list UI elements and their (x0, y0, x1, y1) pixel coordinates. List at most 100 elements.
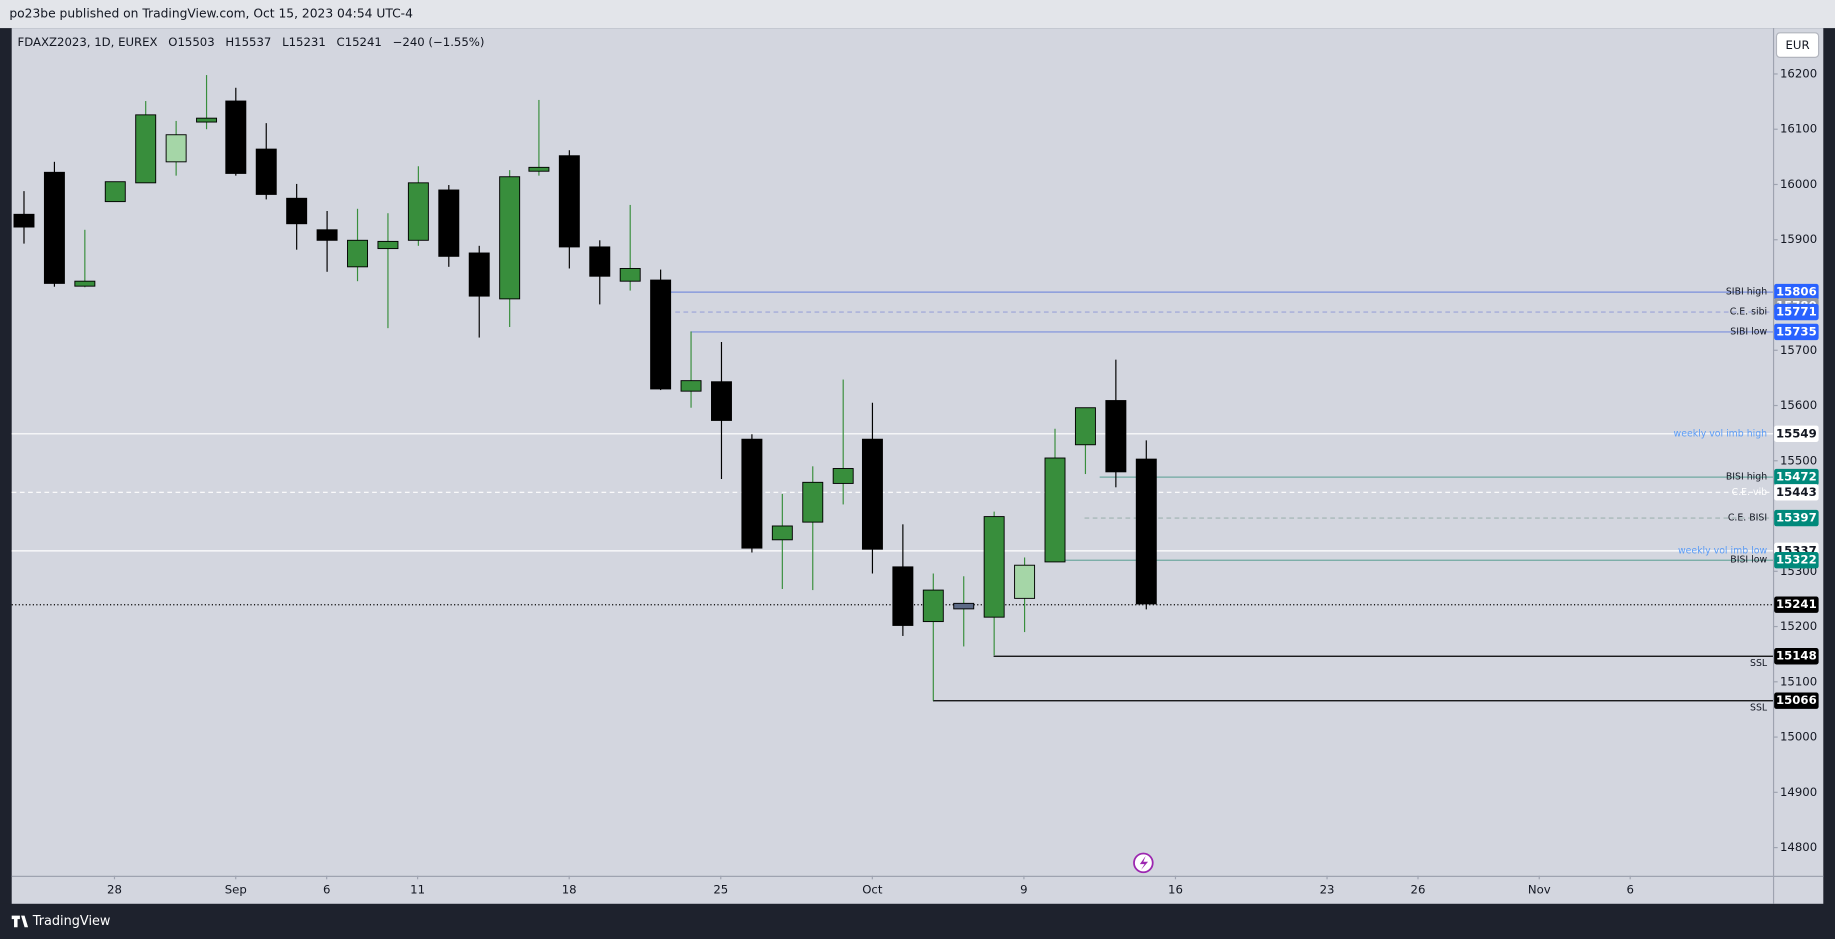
x-tick-label: 18 (562, 882, 577, 896)
candle-body (104, 181, 126, 203)
ohlc-close: C15241 (337, 35, 382, 49)
candle-body (468, 252, 490, 297)
price-tag-label: 15735 (1776, 324, 1817, 338)
candle-body (802, 481, 824, 523)
price-tag-label: 15066 (1776, 693, 1817, 707)
x-tick-label: Oct (862, 882, 883, 896)
candle-body (953, 602, 975, 610)
y-tick-label: 15100 (1780, 674, 1817, 688)
price-tag-label: 15443 (1776, 485, 1817, 499)
candle-body (680, 380, 702, 392)
price-tag-label: 15322 (1776, 553, 1817, 567)
candle-body (1014, 564, 1036, 599)
ohlc-open: O15503 (168, 35, 214, 49)
candle-body (619, 268, 641, 282)
x-tick-label: 11 (410, 882, 425, 896)
ohlc-high: H15537 (225, 35, 271, 49)
candle-body (922, 589, 944, 623)
level-label: C.E. BISI (1728, 513, 1767, 524)
candle-body (741, 438, 763, 549)
price-tag (1774, 648, 1819, 665)
publisher: po23be published on TradingView.com, Oct… (9, 7, 413, 21)
level-label: BISI low (1730, 555, 1767, 566)
candle-body (528, 166, 550, 172)
x-tick-label: Sep (225, 882, 247, 896)
price-tag (1774, 692, 1819, 709)
y-tick-label: 15200 (1780, 619, 1817, 633)
candle-body (1135, 458, 1157, 605)
candle-body (1105, 400, 1127, 473)
candle-body (347, 239, 368, 268)
x-tick-label: 6 (1626, 882, 1633, 896)
candle-body (407, 182, 429, 241)
currency[interactable]: EUR (1786, 38, 1810, 52)
candle-body (832, 468, 854, 484)
level-label: SIBI low (1730, 326, 1767, 337)
price-tag (1774, 425, 1819, 442)
level-label: SSL (1750, 702, 1768, 713)
price-tag-label: 15241 (1776, 597, 1817, 611)
candle-body (286, 197, 308, 225)
price-tag (1774, 509, 1819, 527)
x-tick-label: 9 (1020, 882, 1027, 896)
level-label: C.E. vib (1732, 487, 1768, 498)
x-tick-label: 16 (1168, 882, 1183, 896)
candle-body (43, 171, 65, 284)
price-tag (1774, 303, 1819, 321)
ohlc-low: L15231 (282, 35, 326, 49)
price-tag-label: 15549 (1776, 426, 1817, 440)
level-label: BISI high (1726, 472, 1767, 483)
level-label: C.E. sibi (1730, 307, 1767, 318)
change: −240 (−1.55%) (393, 35, 485, 49)
candle-body (165, 134, 187, 163)
price-tag (1774, 596, 1819, 613)
candle-body (225, 100, 247, 174)
price-tag-label: 15771 (1776, 305, 1817, 319)
candle-body (255, 148, 277, 195)
y-tick-label: 15000 (1780, 730, 1817, 744)
price-tag-label: 15472 (1776, 470, 1817, 484)
price-tag (1774, 468, 1819, 486)
candle-body (711, 381, 732, 421)
candle-body (196, 117, 218, 123)
x-tick-label: 25 (713, 882, 728, 896)
candle-body (589, 246, 611, 277)
candle-body (650, 279, 672, 390)
price-tag (1774, 552, 1819, 569)
candle-body (74, 280, 96, 287)
y-tick-label: 16200 (1780, 66, 1817, 80)
price-tag-label: 15806 (1776, 285, 1817, 299)
plot-background (11, 28, 1824, 904)
candle-body (13, 213, 35, 228)
x-tick-label: 23 (1320, 882, 1335, 896)
y-tick-label: 15500 (1780, 453, 1817, 467)
candle-body (771, 525, 793, 541)
currency-box[interactable] (1775, 32, 1820, 58)
candle-body (499, 176, 521, 300)
y-tick-label: 16000 (1780, 177, 1817, 191)
price-tag (1774, 323, 1819, 341)
price-tag (1774, 484, 1819, 501)
candle-body (135, 114, 157, 184)
x-tick-label: 26 (1411, 882, 1426, 896)
candle-body (438, 189, 460, 257)
y-tick-label: 14900 (1780, 785, 1817, 799)
price-tag-label: 15397 (1776, 511, 1817, 525)
y-tick-label: 14800 (1780, 840, 1817, 854)
price-tag-label: 15148 (1776, 649, 1817, 663)
level-label: weekly vol imb low (1678, 545, 1767, 556)
footer-bar (0, 903, 1835, 939)
candle-body (1044, 457, 1066, 563)
candle-body (316, 229, 338, 241)
x-tick-label: Nov (1528, 882, 1551, 896)
candle-body (983, 516, 1005, 618)
x-tick-label: 6 (323, 882, 330, 896)
y-tick-label: 16100 (1780, 122, 1817, 136)
candle-body (861, 438, 883, 550)
price-tag (1774, 283, 1819, 301)
candle-body (558, 155, 580, 248)
level-label: SIBI high (1726, 287, 1767, 298)
y-tick-label: 15700 (1780, 343, 1817, 357)
